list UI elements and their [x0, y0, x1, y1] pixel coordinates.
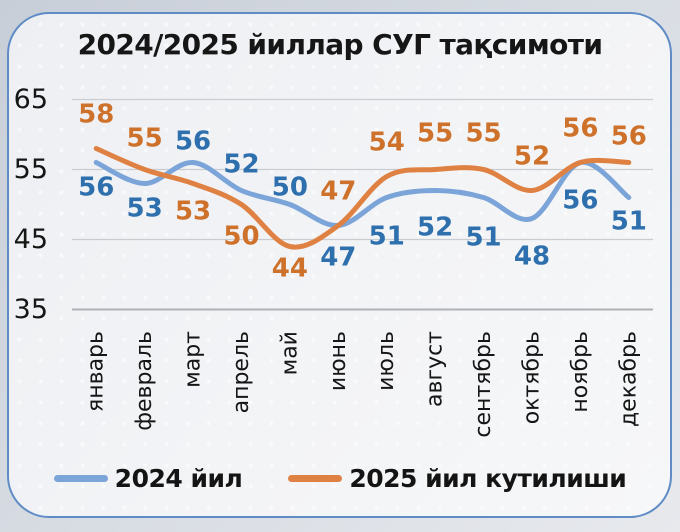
data-label: 56: [175, 127, 211, 157]
x-axis-label: март: [181, 331, 206, 388]
data-label: 53: [175, 197, 211, 227]
x-axis-label: февраль: [132, 331, 157, 431]
x-axis-label: январь: [84, 331, 109, 412]
chart-title: 2024/2025 йиллар СУГ тақсимоти: [77, 28, 603, 61]
x-axis-label: декабрь: [616, 331, 641, 427]
data-label: 56: [611, 122, 647, 152]
data-label: 51: [465, 223, 501, 253]
data-label: 50: [272, 173, 308, 203]
y-tick-label: 55: [14, 154, 48, 185]
data-label: 56: [562, 186, 598, 216]
data-label: 47: [320, 177, 356, 207]
x-axis-label: май: [277, 331, 302, 375]
x-axis-label: апрель: [229, 331, 254, 413]
y-tick-label: 45: [14, 224, 48, 255]
y-tick-label: 35: [14, 294, 48, 325]
data-label: 51: [611, 207, 647, 237]
x-axis-label: ноябрь: [568, 331, 593, 413]
data-label: 48: [514, 242, 550, 272]
legend-label-2025: 2025 йил кутилиши: [349, 464, 627, 493]
x-axis-label: октябрь: [519, 331, 544, 424]
legend-item-2024: 2024 йил: [53, 464, 243, 493]
legend-swatch-2024: [53, 475, 108, 482]
x-axis-label: август: [423, 331, 448, 407]
data-label: 44: [272, 254, 308, 284]
data-label: 52: [417, 213, 453, 243]
legend-item-2025: 2025 йил кутилиши: [288, 464, 627, 493]
data-label: 51: [369, 222, 405, 252]
data-label: 58: [78, 100, 114, 130]
data-label: 50: [223, 222, 259, 252]
x-axis-label: июль: [374, 331, 399, 391]
legend-label-2024: 2024 йил: [114, 464, 243, 493]
data-label: 47: [320, 243, 356, 273]
series-line-2024-йил: [93, 159, 632, 228]
data-label: 55: [417, 119, 453, 149]
legend-swatch-2025: [288, 475, 343, 482]
x-axis-label: сентябрь: [471, 331, 496, 438]
data-label: 56: [562, 114, 598, 144]
series-line-2025-йил-кутилиши: [93, 146, 632, 250]
data-label: 53: [127, 194, 163, 224]
slide-frame: [7, 12, 672, 518]
data-label: 56: [78, 173, 114, 203]
chart-legend: 2024 йил 2025 йил кутилиши: [0, 464, 680, 493]
data-label: 52: [514, 142, 550, 172]
y-tick-label: 65: [14, 84, 48, 115]
data-label: 54: [369, 128, 405, 158]
line-chart-plot-area: 65 55 45 35 январь февраль март апрель май июнь ию…: [14, 84, 653, 438]
data-label: 55: [465, 119, 501, 149]
x-axis-label: июнь: [326, 331, 351, 391]
data-label: 52: [223, 150, 259, 180]
data-label: 55: [127, 124, 163, 154]
